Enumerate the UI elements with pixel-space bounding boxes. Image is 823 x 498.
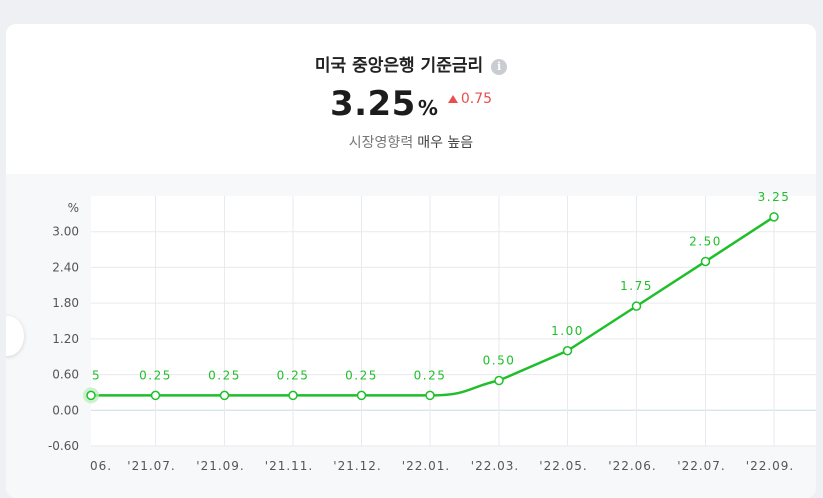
data-label: 0.25 [277, 368, 310, 382]
data-point [769, 212, 779, 222]
rate-value: 3.25 [329, 84, 416, 124]
data-point [631, 301, 642, 311]
y-tick-label: -0.60 [48, 439, 79, 453]
impact-value: 매우 높음 [417, 135, 474, 151]
scroll-left-button[interactable] [6, 316, 24, 356]
x-tick-label: '21.12. [333, 459, 381, 473]
data-label: 0.25 [414, 368, 447, 382]
title-text: 미국 중앙은행 기준금리 [314, 56, 484, 76]
rate-change: 0.75 [447, 91, 493, 107]
data-point [356, 390, 367, 401]
chart-area: 3.00 2.40 1.80 1.20 0.60 0.00 -0.60% 06. '21.07.… [6, 174, 816, 498]
x-tick-label: '21.07. [127, 459, 175, 473]
data-label: 0.50 [483, 354, 516, 368]
y-tick-label: 0.60 [52, 368, 79, 382]
page-title: 미국 중앙은행 기준금리 i [6, 51, 816, 76]
y-tick-label: 1.20 [52, 332, 79, 346]
x-tick-label: '22.06. [608, 459, 656, 473]
impact-label: 시장영향력 [348, 135, 414, 151]
x-tick-label: '21.09. [196, 459, 244, 473]
x-tick-label: '22.07. [677, 459, 725, 473]
rate-card: 미국 중앙은행 기준금리 i 3.25% 0.75 시장영향력 매우 높음 3.00 2… [6, 24, 816, 498]
data-label: 0.25 [208, 368, 241, 382]
y-tick-label: 0.00 [52, 403, 79, 417]
y-axis-unit: % [68, 201, 79, 215]
data-label: 0.25 [345, 368, 378, 382]
info-icon[interactable]: i [491, 59, 508, 75]
rate-unit: % [417, 96, 438, 120]
rate-header: 미국 중앙은행 기준금리 i 3.25% 0.75 시장영향력 매우 높음 [6, 24, 816, 174]
data-point [494, 375, 504, 386]
y-tick-label: 1.80 [52, 296, 79, 310]
y-tick-label: 3.00 [52, 225, 79, 239]
rate-row: 3.25% 0.75 [6, 84, 816, 124]
x-tick-label: '22.05. [539, 459, 587, 473]
series-line [91, 215, 775, 397]
data-label: 5 [92, 368, 101, 382]
data-point [288, 390, 298, 401]
impact-row: 시장영향력 매우 높음 [6, 132, 816, 152]
rate-change-value: 0.75 [460, 91, 493, 107]
data-point [700, 256, 711, 267]
data-point [150, 390, 161, 401]
y-tick-label: 2.40 [52, 260, 79, 274]
data-point [219, 390, 230, 401]
plot-background [91, 196, 816, 446]
data-label: 2.50 [689, 234, 722, 248]
data-label: 1.75 [620, 279, 653, 293]
data-point [86, 390, 96, 401]
data-label: 1.00 [551, 324, 584, 338]
data-point [425, 390, 435, 401]
x-tick-label: '22.03. [471, 459, 519, 473]
data-point [562, 346, 573, 356]
data-label: 3.25 [758, 190, 791, 204]
x-tick-label: '22.01. [402, 459, 450, 473]
x-tick-label: 06. [90, 459, 112, 473]
data-label: 0.25 [139, 368, 172, 382]
x-tick-label: '21.11. [265, 459, 313, 473]
x-tick-label: '22.09. [746, 459, 794, 473]
rate-line-chart[interactable]: 3.00 2.40 1.80 1.20 0.60 0.00 -0.60% 06. '21.07.… [6, 174, 816, 498]
triangle-up-icon [447, 95, 458, 103]
